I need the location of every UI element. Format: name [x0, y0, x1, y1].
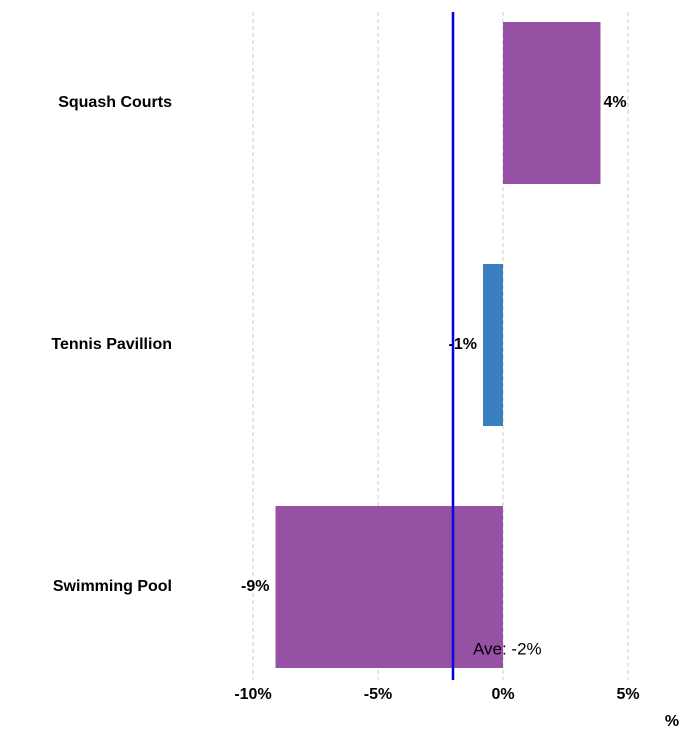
x-tick-label: -5%: [364, 686, 392, 703]
value-label: 4%: [604, 94, 627, 111]
bar: [503, 22, 601, 184]
value-label: -9%: [241, 578, 269, 595]
bar: [275, 506, 503, 668]
x-tick-label: 0%: [491, 686, 514, 703]
value-label: -1%: [449, 336, 477, 353]
bar: [483, 264, 503, 426]
category-label: Tennis Pavillion: [51, 336, 172, 353]
category-label: Squash Courts: [58, 94, 172, 111]
category-label: Swimming Pool: [53, 578, 172, 595]
average-label: Ave: -2%: [473, 639, 542, 658]
x-axis-label: %: [665, 713, 679, 730]
x-tick-label: 5%: [616, 686, 639, 703]
x-tick-label: -10%: [234, 686, 271, 703]
